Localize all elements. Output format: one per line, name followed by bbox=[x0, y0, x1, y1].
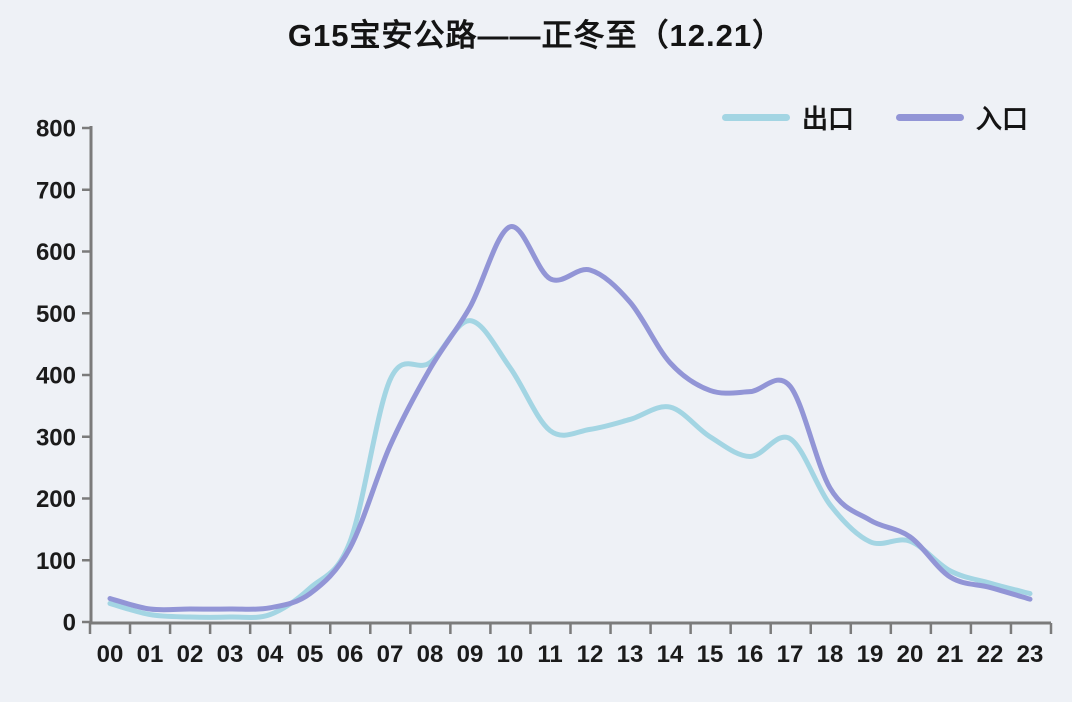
x-tick-label: 16 bbox=[737, 641, 764, 668]
x-tick-label: 20 bbox=[897, 641, 924, 668]
entrance-series-line bbox=[107, 224, 1033, 613]
x-tick-label: 03 bbox=[217, 641, 244, 668]
x-tick-label: 18 bbox=[817, 641, 844, 668]
x-tick-label: 02 bbox=[177, 641, 204, 668]
entrance-series-swatch bbox=[896, 114, 965, 121]
legend-item-entrance: 入口 bbox=[896, 99, 1028, 136]
y-tick-label: 400 bbox=[36, 363, 76, 390]
legend: 出口 入口 bbox=[722, 99, 1028, 136]
x-tick-label: 00 bbox=[97, 641, 124, 668]
y-tick-label: 300 bbox=[36, 424, 76, 451]
x-tick-label: 23 bbox=[1017, 641, 1044, 668]
legend-label-exit: 出口 bbox=[802, 104, 855, 134]
y-tick-label: 700 bbox=[36, 177, 76, 204]
y-tick-label: 500 bbox=[36, 301, 76, 328]
x-tick-label: 19 bbox=[857, 641, 884, 668]
x-tick-label: 04 bbox=[257, 641, 284, 668]
x-tick-label: 15 bbox=[697, 641, 724, 668]
x-tick-label: 17 bbox=[777, 641, 804, 668]
x-tick-label: 05 bbox=[297, 641, 324, 668]
x-tick-label: 13 bbox=[617, 641, 644, 668]
x-tick-label: 09 bbox=[457, 641, 484, 668]
chart-title: G15宝安公路——正冬至（12.21） bbox=[287, 18, 785, 53]
x-tick-label: 10 bbox=[497, 641, 524, 668]
x-tick-label: 22 bbox=[977, 641, 1004, 668]
exit-series-line bbox=[107, 318, 1033, 620]
legend-item-exit: 出口 bbox=[722, 99, 854, 136]
legend-label-entrance: 入口 bbox=[976, 104, 1029, 134]
x-tick-label: 12 bbox=[577, 641, 604, 668]
y-tick-label: 200 bbox=[36, 486, 76, 513]
x-tick-label: 11 bbox=[537, 641, 562, 668]
x-tick-label: 21 bbox=[937, 641, 964, 668]
y-tick-label: 800 bbox=[36, 116, 76, 143]
x-tick-label: 01 bbox=[137, 641, 164, 668]
y-tick-label: 0 bbox=[63, 610, 76, 637]
x-tick-label: 07 bbox=[377, 641, 404, 668]
y-tick-label: 600 bbox=[36, 239, 76, 266]
x-tick-label: 14 bbox=[657, 641, 684, 668]
y-tick-label: 100 bbox=[36, 548, 76, 575]
x-tick-label: 08 bbox=[417, 641, 444, 668]
x-tick-label: 06 bbox=[337, 641, 364, 668]
exit-series-swatch bbox=[722, 114, 790, 121]
